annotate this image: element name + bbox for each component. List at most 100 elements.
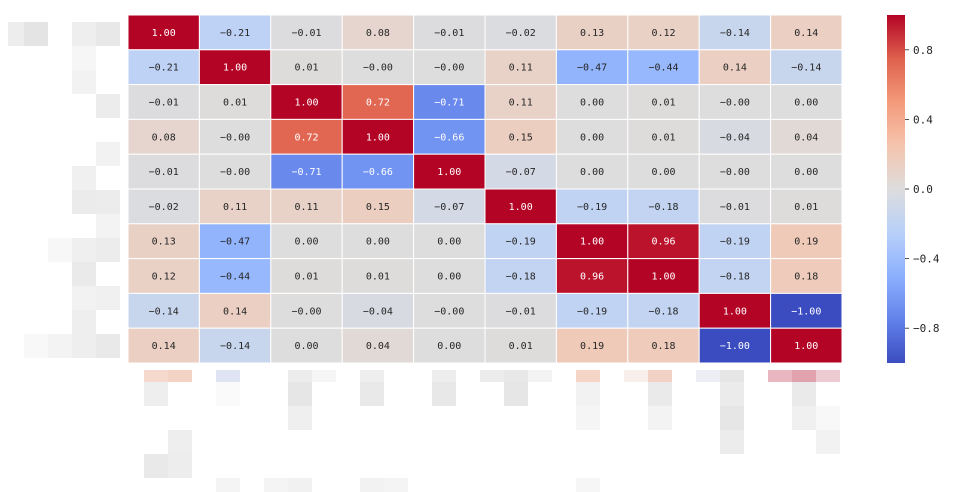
cell-value-label: −0.01 (434, 28, 464, 39)
cell-value-label: −0.00 (220, 167, 250, 178)
cell-value-label: −0.19 (506, 237, 536, 248)
cell-value-label: 1.00 (651, 272, 675, 283)
heatmap-cell-r9-c6 (555, 327, 629, 364)
cell-value-label: 0.00 (294, 237, 318, 248)
cell-value-label: −0.01 (149, 167, 179, 178)
cell-value-label: −0.21 (149, 63, 179, 74)
cell-value-label: −0.01 (149, 98, 179, 109)
cell-value-label: 0.19 (580, 341, 604, 352)
heatmap-cell-r2-c1 (198, 84, 272, 120)
heatmap-cell-r1-c3 (341, 49, 415, 86)
heatmap-cell-r9-c9 (770, 327, 843, 364)
heatmap-cell-r9-c0 (127, 327, 200, 364)
cell-value-label: 0.14 (723, 63, 747, 74)
heatmap-cell-r2-c8 (698, 84, 772, 120)
colorbar: 0.8 0.4 0.0 −0.4 −0.8 (887, 15, 940, 363)
cell-value-label: −0.19 (720, 237, 750, 248)
heatmap-cell-r2-c0 (127, 84, 200, 120)
cell-value-label: 0.08 (152, 132, 176, 143)
colorbar-gradient (887, 15, 905, 363)
heatmap-cell-r6-c3 (341, 223, 415, 260)
cell-value-label: 0.11 (294, 202, 318, 213)
cell-value-label: −0.04 (720, 132, 750, 143)
heatmap-cell-r5-c5 (484, 188, 557, 225)
heatmap-cell-r1-c7 (627, 49, 700, 86)
heatmap-cell-r7-c1 (198, 258, 272, 294)
cell-value-label: 0.19 (794, 237, 818, 248)
heatmap-cell-r8-c3 (341, 292, 415, 329)
cell-value-label: −0.14 (720, 28, 750, 39)
colorbar-tick-label: −0.8 (913, 322, 940, 335)
cell-value-label: 0.00 (294, 341, 318, 352)
heatmap-cell-r0-c7 (627, 14, 700, 51)
heatmap-cell-r8-c7 (627, 292, 700, 329)
heatmap-cell-r4-c8 (698, 153, 772, 190)
cell-value-label: 0.72 (294, 132, 318, 143)
cell-value-label: −0.07 (434, 202, 464, 213)
cell-value-label: −0.19 (577, 306, 607, 317)
cell-value-label: 1.00 (723, 306, 747, 317)
cell-value-label: −0.00 (434, 306, 464, 317)
heatmap-cell-r6-c6 (555, 223, 629, 260)
cell-value-label: 0.96 (651, 237, 675, 248)
cell-value-label: −0.00 (220, 132, 250, 143)
cell-value-label: 0.11 (223, 202, 247, 213)
heatmap-cell-r2-c9 (770, 84, 843, 120)
cell-value-label: −0.07 (506, 167, 536, 178)
cell-value-label: −0.21 (220, 28, 250, 39)
cell-value-label: 0.04 (366, 341, 390, 352)
heatmap-cell-r5-c8 (698, 188, 772, 225)
heatmap-cell-r5-c0 (127, 188, 200, 225)
heatmap-cell-r7-c3 (341, 258, 415, 294)
heatmap-cell-r4-c9 (770, 153, 843, 190)
cell-value-label: −0.18 (648, 306, 678, 317)
heatmap-cell-r0-c1 (198, 14, 272, 51)
cell-value-label: 0.13 (152, 237, 176, 248)
colorbar-tick-label: 0.4 (913, 113, 933, 126)
heatmap-cell-r9-c1 (198, 327, 272, 364)
cell-value-label: 1.00 (580, 237, 604, 248)
cell-value-label: 0.14 (223, 306, 247, 317)
heatmap-cell-r6-c8 (698, 223, 772, 260)
cell-value-label: −0.18 (506, 272, 536, 283)
cell-value-label: 1.00 (366, 132, 390, 143)
cell-value-label: 0.14 (152, 341, 176, 352)
heatmap-cell-r2-c7 (627, 84, 700, 120)
cell-value-label: 0.01 (294, 63, 318, 74)
cell-value-label: 0.00 (580, 132, 604, 143)
cell-value-label: 0.00 (794, 167, 818, 178)
cell-value-label: −0.71 (434, 98, 464, 109)
heatmap-cell-r3-c8 (698, 118, 772, 155)
heatmap-cells: 1.00 −0.21 −0.01 0.08 −0.01 −0.02 0.13 0.12 −0.1… (127, 14, 843, 364)
colorbar-tick-label: 0.8 (913, 44, 933, 57)
cell-value-label: 0.01 (794, 202, 818, 213)
heatmap-cell-r9-c2 (270, 327, 343, 364)
cell-value-label: 1.00 (294, 98, 318, 109)
cell-value-label: 0.15 (509, 132, 533, 143)
cell-value-label: 0.00 (437, 341, 461, 352)
cell-value-label: −0.47 (577, 63, 607, 74)
cell-value-label: 0.00 (580, 167, 604, 178)
cell-value-label: 0.96 (580, 272, 604, 283)
cell-value-label: −0.00 (291, 306, 321, 317)
heatmap-cell-r7-c4 (413, 258, 486, 294)
heatmap-cell-r7-c2 (270, 258, 343, 294)
heatmap-cell-r5-c4 (413, 188, 486, 225)
heatmap-cell-r8-c2 (270, 292, 343, 329)
cell-value-label: 0.11 (509, 98, 533, 109)
cell-value-label: −0.44 (220, 272, 250, 283)
cell-value-label: −0.47 (220, 237, 250, 248)
colorbar-tick-label: −0.4 (913, 253, 940, 266)
cell-value-label: 0.01 (223, 98, 247, 109)
cell-value-label: 0.00 (580, 98, 604, 109)
cell-value-label: 1.00 (794, 341, 818, 352)
heatmap-cell-r4-c6 (555, 153, 629, 190)
cell-value-label: 0.15 (366, 202, 390, 213)
cell-value-label: −0.00 (434, 63, 464, 74)
cell-value-label: 0.01 (651, 98, 675, 109)
heatmap-cell-r2-c6 (555, 84, 629, 120)
cell-value-label: 1.00 (223, 63, 247, 74)
heatmap-cell-r4-c2 (270, 153, 343, 190)
heatmap-cell-r0-c9 (770, 14, 843, 51)
